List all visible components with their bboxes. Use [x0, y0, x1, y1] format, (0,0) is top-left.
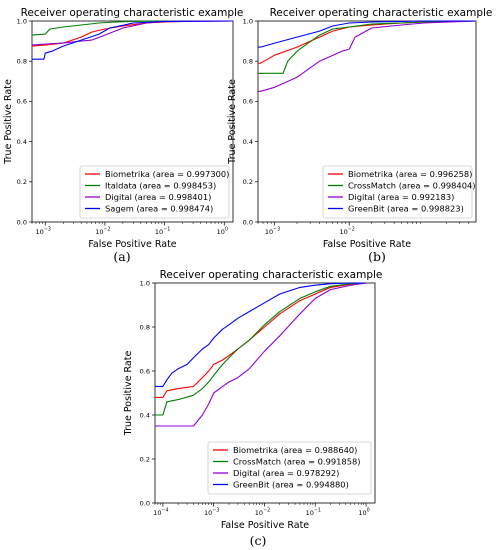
x-tick-label: 10−2: [255, 508, 270, 518]
x-tick-label: 10−3: [36, 227, 51, 237]
series-line-3: [258, 20, 477, 92]
series-line-3: [155, 282, 367, 427]
legend-entry: GreenBit (area = 0.994880): [233, 480, 349, 490]
x-tick-base: 10: [358, 509, 366, 517]
legend: Biometrika (area = 0.996258) CrossMatch (…: [322, 165, 476, 219]
y-tick-label: 0.6: [243, 98, 253, 106]
legend-entry: Digital (area = 0.978292): [233, 468, 339, 478]
x-tick-exponent: −4: [161, 508, 168, 514]
y-tick-label: 0.0: [17, 218, 27, 226]
legend: Biometrika (area = 0.988640) CrossMatch (…: [207, 441, 372, 495]
legend-entry: Italdata (area = 0.998453): [105, 181, 216, 191]
legend-entry: Biometrika (area = 0.988640): [233, 445, 357, 455]
legend-entry: Digital (area = 0.992183): [348, 192, 454, 202]
x-tick-base: 10: [265, 228, 273, 236]
x-tick-base: 10: [340, 228, 348, 236]
chart-title: Receiver operating characteristic exampl…: [270, 7, 493, 19]
y-tick-label: 1.0: [140, 279, 150, 287]
legend-box: [79, 165, 230, 219]
x-tick-exponent: −2: [104, 227, 111, 233]
y-tick-label: 1.0: [17, 17, 27, 25]
y-tick-label: 0.8: [17, 58, 27, 66]
y-tick-label: 0.0: [140, 499, 150, 507]
figure-caption: (b): [368, 249, 386, 264]
y-tick-label: 0.4: [140, 411, 150, 419]
x-tick-base: 10: [153, 509, 161, 517]
legend-entry: CrossMatch (area = 0.998404): [348, 181, 476, 191]
legend-entry: Biometrika (area = 0.997300): [105, 169, 229, 179]
legend-box: [322, 165, 473, 219]
x-tick-label: 10−2: [95, 227, 110, 237]
series-line-2: [31, 20, 233, 36]
roc-chart-2: Receiver operating characteristic exampl…: [227, 7, 492, 264]
roc-chart-3: Receiver operating characteristic exampl…: [123, 269, 382, 548]
x-tick-base: 10: [306, 509, 314, 517]
x-tick-base: 10: [36, 228, 44, 236]
figure-caption: (c): [250, 533, 267, 548]
legend-box: [207, 441, 372, 495]
x-axis-label: False Positive Rate: [221, 520, 309, 531]
plot-frame: [257, 20, 477, 223]
x-tick-exponent: −3: [44, 227, 51, 233]
y-tick-label: 0.2: [140, 455, 150, 463]
series-line-4: [258, 20, 476, 48]
chart-title: Receiver operating characteristic exampl…: [160, 269, 383, 281]
x-tick-exponent: 0: [225, 227, 228, 233]
y-tick-label: 1.0: [243, 17, 253, 25]
y-tick-label: 0.2: [17, 178, 27, 186]
x-tick-exponent: −3: [273, 227, 280, 233]
x-tick-exponent: −2: [348, 227, 355, 233]
x-axis-label: False Positive Rate: [88, 239, 176, 250]
x-tick-base: 10: [95, 228, 103, 236]
legend-entry: CrossMatch (area = 0.991858): [233, 457, 361, 467]
x-tick-label: 10−4: [153, 508, 168, 518]
y-tick-label: 0.4: [243, 138, 253, 146]
x-tick-label: 10−3: [265, 227, 280, 237]
legend-entry: Digital (area = 0.998401): [105, 192, 211, 202]
y-axis-label: True Positive Rate: [123, 351, 134, 437]
x-tick-base: 10: [204, 509, 212, 517]
y-axis-label: True Positive Rate: [3, 79, 14, 165]
x-tick-exponent: −2: [263, 508, 270, 514]
x-tick-label: 10−2: [340, 227, 355, 237]
x-tick-label: 10−3: [204, 508, 219, 518]
x-tick-label: 100: [358, 508, 369, 518]
y-tick-label: 0.0: [243, 218, 253, 226]
series-line-1: [31, 20, 234, 47]
series-line-4: [32, 20, 234, 60]
y-tick-label: 0.8: [243, 58, 253, 66]
figure-caption: (a): [113, 249, 130, 264]
plot-frame: [154, 282, 376, 504]
roc-chart-1: Receiver operating characteristic exampl…: [3, 7, 243, 264]
x-tick-label: 100: [217, 227, 228, 237]
y-tick-label: 0.8: [140, 323, 150, 331]
y-tick-label: 0.4: [17, 138, 27, 146]
series-line-2: [258, 20, 477, 74]
series-line-4: [155, 282, 367, 387]
x-tick-exponent: −3: [212, 508, 219, 514]
series-line-1: [258, 20, 477, 64]
y-axis-label: True Positive Rate: [227, 79, 238, 165]
y-tick-label: 0.2: [243, 178, 253, 186]
legend: Biometrika (area = 0.997300) Italdata (ar…: [79, 165, 230, 219]
series-line-1: [155, 282, 367, 398]
x-tick-base: 10: [217, 228, 225, 236]
y-tick-label: 0.6: [140, 367, 150, 375]
x-tick-exponent: 0: [367, 508, 370, 514]
legend-entry: Sagem (area = 0.998474): [105, 204, 213, 214]
x-tick-base: 10: [255, 509, 263, 517]
legend-entry: GreenBit (area = 0.998823): [348, 204, 464, 214]
x-tick-exponent: −1: [314, 508, 321, 514]
x-tick-label: 10−1: [155, 227, 170, 237]
x-tick-label: 10−1: [306, 508, 321, 518]
y-tick-label: 0.6: [17, 98, 27, 106]
legend-entry: Biometrika (area = 0.996258): [348, 169, 472, 179]
x-axis-label: False Positive Rate: [323, 239, 411, 250]
x-tick-base: 10: [155, 228, 163, 236]
x-tick-exponent: −1: [163, 227, 170, 233]
series-line-2: [155, 282, 367, 416]
chart-title: Receiver operating characteristic exampl…: [21, 7, 244, 19]
